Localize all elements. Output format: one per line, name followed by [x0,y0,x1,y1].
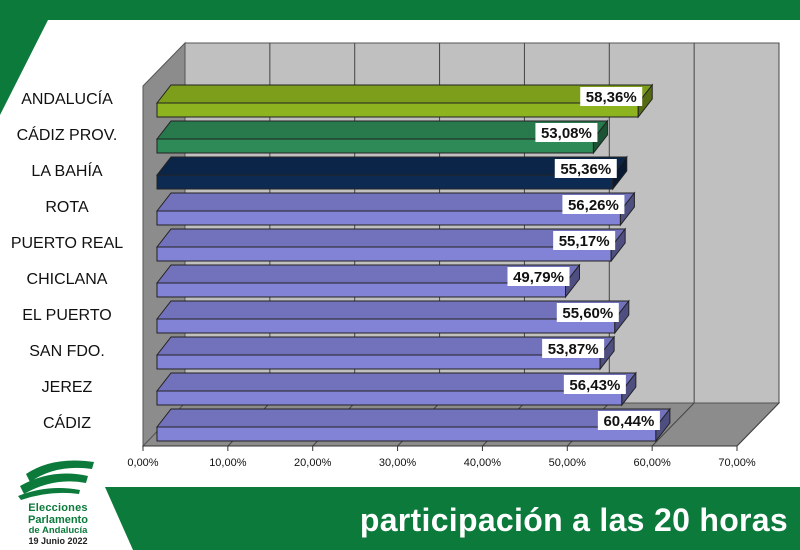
x-tick-label: 50,00% [549,457,587,469]
gridline [736,402,780,447]
logo-line-2: Parlamento [28,514,88,526]
data-label-bg [580,87,643,106]
bar-end [655,407,671,443]
data-label-bg [507,267,570,286]
bar [156,246,612,262]
category-label: LA BAHÍA [31,161,102,180]
category-label: CHICLANA [27,271,108,288]
elections-logo: Elecciones Parlamento de Andalucía 19 Ju… [8,452,108,548]
data-label: 53,08% [541,125,592,142]
corner-decoration [0,20,48,115]
bar [156,282,567,298]
bar-end [599,335,615,371]
data-label: 49,79% [513,269,564,286]
data-label-bg [597,411,660,430]
bar [156,102,639,118]
data-label-bg [554,159,617,178]
data-label: 55,17% [559,233,610,250]
bar-end [565,263,581,299]
x-tick-label: 10,00% [209,457,247,469]
x-tick-label: 30,00% [379,457,417,469]
category-label: JEREZ [42,379,93,396]
data-label-bg [535,123,598,142]
category-label: CÁDIZ [43,413,91,432]
participation-bar-chart: 0,00% 10,00% 20,00% 30,00% 40,00% 50,00% 60,00… [11,41,781,469]
data-label: 58,36% [586,89,637,106]
x-tick-label: 60,00% [633,457,671,469]
data-label-bg [542,339,605,358]
x-tick-label: 70,00% [718,457,756,469]
category-label: PUERTO REAL [11,235,123,252]
category-label: CÁDIZ PROV. [17,125,118,144]
category-label: EL PUERTO [22,307,112,324]
category-label: ANDALUCÍA [21,89,113,108]
data-label: 55,60% [562,305,613,322]
bar-end [621,371,637,407]
data-label: 56,43% [569,377,620,394]
logo-date: 19 Junio 2022 [28,536,88,546]
logo-line-1: Elecciones [28,502,88,514]
data-label: 55,36% [560,161,611,178]
data-label-bg [563,375,626,394]
data-label: 56,26% [568,197,619,214]
x-tick-label: 0,00% [127,457,158,469]
category-label: SAN FDO. [29,343,105,360]
data-label-bg [562,195,625,214]
bar-end [612,155,628,191]
footer-band [105,487,800,550]
andalucia-flag-icon [18,460,94,500]
data-label: 53,87% [548,341,599,358]
bar-top [155,408,671,428]
gridline [651,402,695,447]
category-label: ROTA [45,199,89,216]
logo-line-3: de Andalucía [28,525,88,536]
bar [156,174,614,190]
bar-top [155,84,654,104]
bar [156,138,594,154]
bar-end [619,191,635,227]
bar-end [637,83,653,119]
x-tick-label: 40,00% [464,457,502,469]
data-label-bg [556,303,619,322]
bar [156,318,616,334]
bar [156,354,601,370]
bar [156,426,657,442]
bar [156,390,623,406]
top-header-band [0,0,800,20]
data-label: 60,44% [603,413,654,430]
footer-title: participación a las 20 horas [359,502,788,538]
data-label-bg [553,231,616,250]
bar [156,210,621,226]
bar-end [614,299,630,335]
x-tick-label: 20,00% [294,457,332,469]
bar-end [592,119,608,155]
bar-end [610,227,626,263]
